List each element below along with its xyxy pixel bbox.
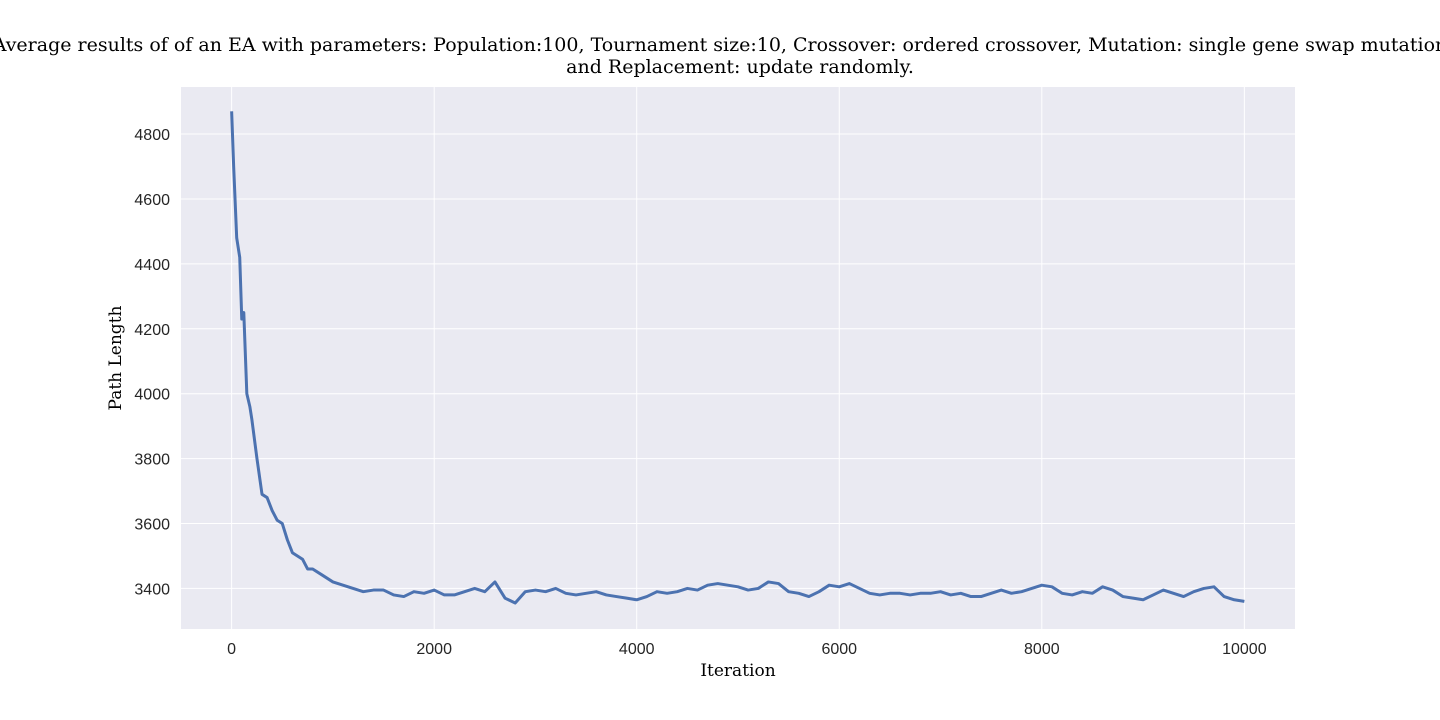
y-tick-label: 4600 — [134, 192, 170, 209]
x-tick-label: 10000 — [1222, 641, 1267, 658]
x-tick-label: 4000 — [619, 641, 655, 658]
y-tick-label: 4800 — [134, 127, 170, 144]
plot-area — [181, 87, 1295, 629]
y-tick-label: 4200 — [134, 322, 170, 339]
data-line — [230, 111, 1245, 605]
x-tick-label: 0 — [227, 641, 236, 658]
x-tick-label: 6000 — [821, 641, 857, 658]
chart-title: Average results of of an EA with paramet… — [0, 34, 1440, 56]
y-tick-label: 3400 — [134, 581, 170, 598]
y-tick-label: 4000 — [134, 387, 170, 404]
x-tick-label: 8000 — [1024, 641, 1060, 658]
chart-title: and Replacement: update randomly. — [566, 56, 914, 78]
x-tick-label: 2000 — [416, 641, 452, 658]
y-tick-label: 4400 — [134, 257, 170, 274]
y-tick-label: 3600 — [134, 517, 170, 534]
y-axis-label: Path Length — [106, 305, 126, 410]
x-axis-label: Iteration — [700, 661, 775, 681]
y-tick-label: 3800 — [134, 452, 170, 469]
